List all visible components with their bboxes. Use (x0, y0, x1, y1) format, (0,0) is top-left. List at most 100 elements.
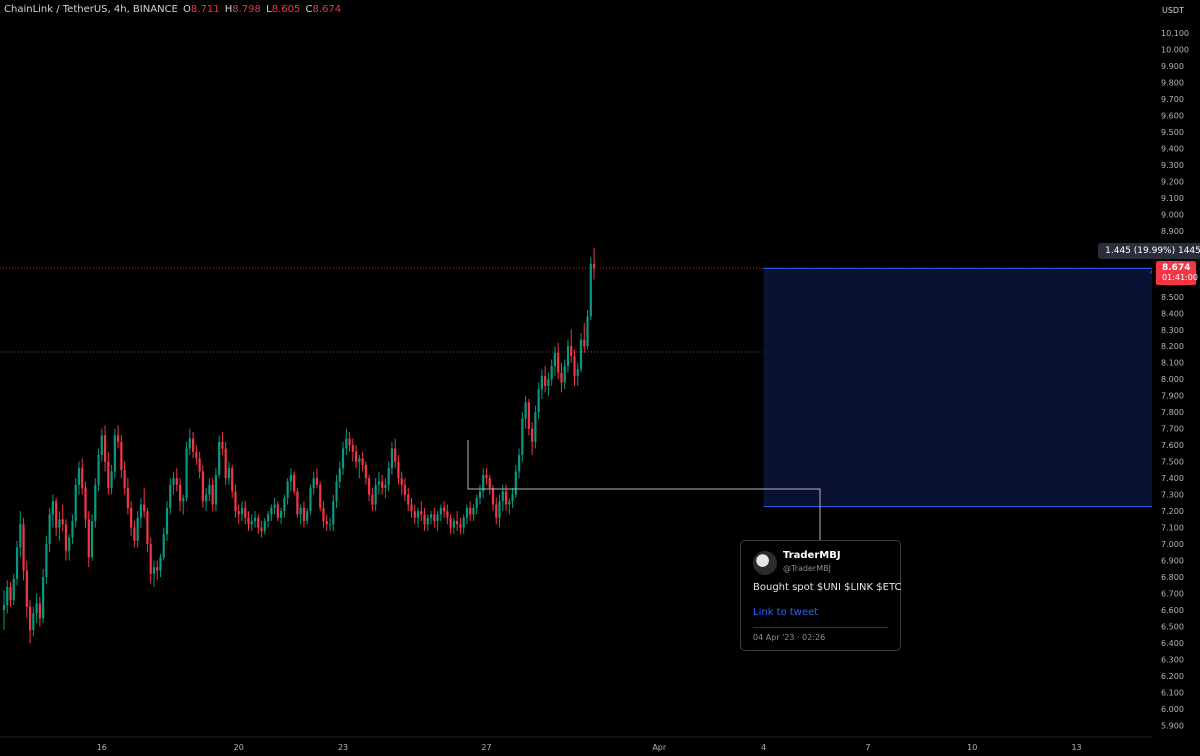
price-tick-label: 9.700 (1161, 95, 1184, 104)
candle (9, 582, 12, 607)
price-tick-label: 9.600 (1161, 111, 1184, 120)
candle-body (55, 501, 58, 528)
candle (592, 247, 596, 280)
candle-body (149, 544, 152, 574)
candle (110, 464, 113, 495)
price-tick-label: 9.900 (1161, 62, 1184, 71)
candle (452, 517, 455, 535)
candle (557, 342, 560, 380)
time-tick-label: 27 (481, 743, 491, 752)
symbol-legend[interactable]: ChainLink / TetherUS, 4h, BINANCE O8.711… (4, 4, 341, 15)
price-tick-label: 10.100 (1161, 29, 1189, 38)
candle-body (390, 448, 394, 469)
candle-body (107, 461, 110, 489)
tweet-date: 04 Apr '23 · 02:26 (753, 633, 826, 642)
price-tick-label: 8.000 (1161, 375, 1184, 384)
candle-body (247, 517, 250, 525)
candle (524, 395, 527, 429)
candle-body (469, 507, 472, 515)
candle-body (416, 511, 420, 518)
candle (433, 507, 436, 528)
candle-body (592, 263, 596, 269)
candle (22, 517, 25, 581)
candle (589, 257, 592, 320)
candle (312, 471, 315, 495)
candle (302, 501, 306, 528)
candle-body (139, 504, 143, 518)
candle (390, 441, 394, 475)
candle (182, 494, 185, 515)
candle (537, 382, 540, 419)
candle (443, 501, 446, 518)
candle-body (299, 507, 302, 515)
candle (162, 527, 165, 561)
candle-body (410, 504, 413, 512)
candle (6, 580, 9, 614)
price-tick-label: 6.800 (1161, 573, 1184, 582)
measure-box[interactable] (763, 268, 1200, 507)
candle-body (169, 484, 172, 508)
candle-body (126, 488, 129, 508)
time-tick-label: 20 (234, 743, 244, 752)
candle-body (270, 507, 273, 515)
candle (325, 514, 328, 531)
candle (488, 474, 491, 495)
candle-body (15, 547, 19, 579)
candle (361, 451, 364, 472)
price-tick-label: 7.200 (1161, 507, 1184, 516)
candle-body (328, 524, 332, 526)
candle-body (462, 517, 465, 528)
candle (87, 511, 90, 568)
candle-body (560, 372, 563, 383)
candle (328, 517, 332, 531)
candle (15, 540, 19, 586)
candle-body (211, 484, 214, 505)
time-tick-label: 4 (761, 743, 766, 752)
candle (165, 501, 169, 541)
candle-body (6, 586, 9, 606)
candle-body (361, 458, 364, 465)
candle (309, 484, 312, 515)
candle-body (74, 484, 77, 522)
candle-body (201, 471, 204, 502)
candle-body (573, 356, 576, 376)
tweet-link[interactable]: Link to tweet (753, 607, 819, 618)
candle-body (456, 521, 459, 525)
price-tick-label: 6.700 (1161, 590, 1184, 599)
candle-body (332, 501, 335, 525)
candle (175, 468, 178, 492)
time-tick-label: 13 (1071, 743, 1081, 752)
candle-body (302, 507, 306, 522)
candle (465, 504, 469, 525)
candle (240, 501, 244, 522)
candle (201, 464, 204, 508)
candle (159, 553, 162, 578)
candle-body (354, 451, 358, 462)
currency-label[interactable]: USDT (1152, 0, 1200, 28)
candle (420, 501, 423, 522)
candle (439, 504, 442, 522)
low-label: L (266, 4, 272, 15)
candle (103, 425, 107, 472)
candle-body (400, 478, 403, 485)
candle-body (387, 468, 390, 485)
candle-body (309, 488, 312, 512)
candle (227, 461, 231, 485)
candle (397, 455, 400, 485)
tweet-card[interactable]: TraderMBJ @TraderMBJ Bought spot $UNI $L… (740, 540, 901, 651)
candle (224, 441, 227, 485)
price-tick-label: 7.600 (1161, 441, 1184, 450)
candle (260, 521, 263, 538)
candle (117, 425, 120, 449)
candle-body (289, 474, 292, 482)
candle-body (240, 507, 244, 515)
candle-body (312, 478, 315, 489)
candle-body (266, 514, 270, 522)
candle-body (436, 514, 439, 522)
candle-body (231, 468, 234, 492)
price-tick-label: 10.000 (1161, 45, 1189, 54)
candle (185, 441, 188, 502)
candle (51, 494, 54, 528)
avatar (753, 551, 777, 575)
